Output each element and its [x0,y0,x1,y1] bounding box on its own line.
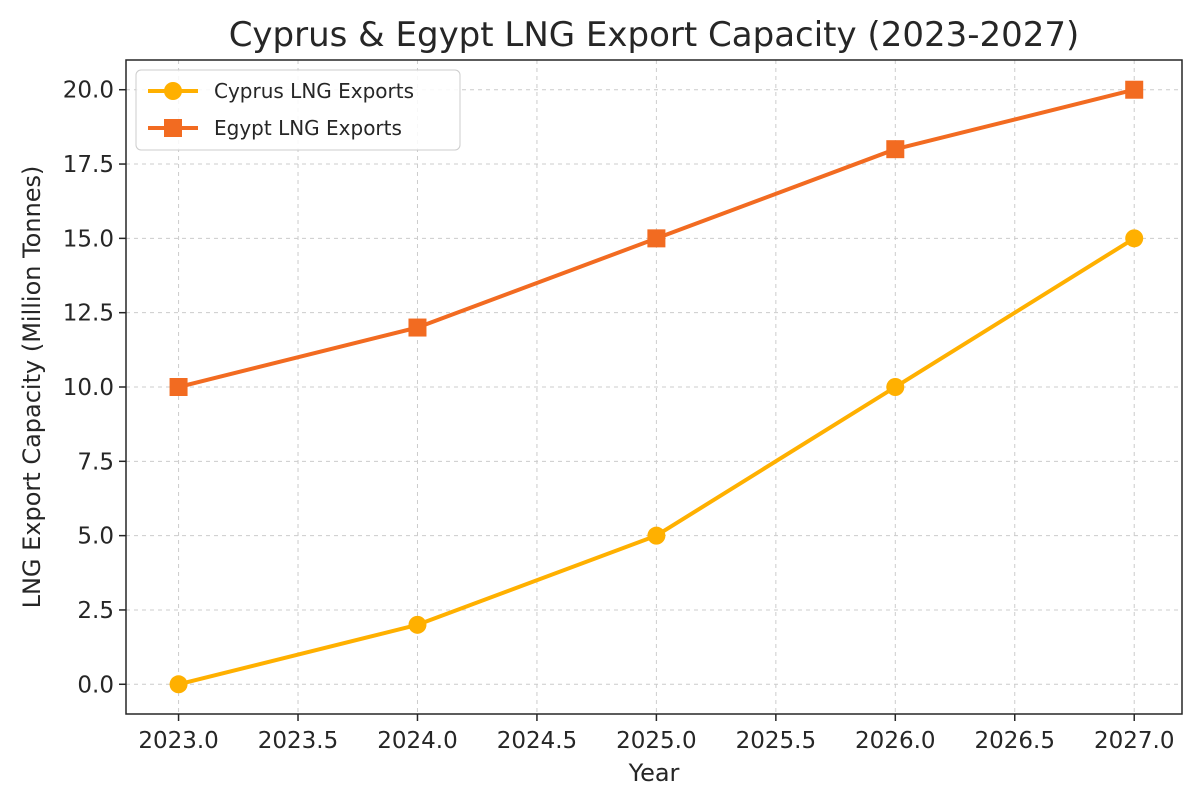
x-axis-label: Year [628,759,680,787]
cyprus-lng-exports-point [647,526,666,545]
egypt-lng-exports-point [886,140,905,159]
x-tick-label: 2024.0 [377,728,457,754]
legend-label-cyprus-lng-exports: Cyprus LNG Exports [214,79,414,103]
legend-box [135,69,461,151]
x-tick-label: 2026.5 [975,728,1055,754]
cyprus-lng-exports-point [408,615,427,634]
cyprus-lng-exports-point [169,675,188,694]
y-tick-label: 10.0 [63,375,114,401]
x-tick-label: 2023.5 [258,728,338,754]
y-tick-label: 12.5 [63,301,114,327]
legend-marker-egypt-lng-exports [164,119,182,137]
y-tick-label: 15.0 [63,226,114,252]
y-tick-label: 5.0 [77,524,114,550]
egypt-lng-exports-point [1125,80,1144,99]
y-tick-label: 7.5 [77,449,114,475]
egypt-lng-exports-point [169,378,188,396]
cyprus-lng-exports-point [1125,229,1144,248]
x-tick-label: 2026.0 [855,728,935,754]
x-tick-label: 2023.0 [138,728,218,754]
legend-label-egypt-lng-exports: Egypt LNG Exports [214,116,402,140]
y-tick-label: 20.0 [63,78,114,104]
x-tick-label: 2025.0 [616,728,696,754]
chart-title: Cyprus & Egypt LNG Export Capacity (2023… [229,15,1080,55]
y-tick-label: 17.5 [63,152,114,178]
grid-lines [126,60,1182,714]
series-layer [169,80,1144,694]
cyprus-lng-exports-series [169,229,1144,694]
y-tick-label: 0.0 [77,672,114,698]
legend-marker-cyprus-lng-exports [164,82,182,100]
egypt-lng-exports-point [408,318,427,337]
egypt-lng-exports-series [169,80,1144,396]
y-axis-label: LNG Export Capacity (Million Tonnes) [18,166,46,609]
x-tick-label: 2025.5 [736,728,816,754]
cyprus-lng-exports-point [886,378,905,396]
y-axis-ticks: 0.0 2.5 5.0 7.5 10.0 12.5 15.0 17.5 20.0 [63,78,126,698]
x-axis-ticks: 2023.0 2023.5 2024.0 2024.5 2025.0 2025.5 2026… [138,714,1174,754]
x-tick-label: 2024.5 [497,728,577,754]
legend: Cyprus LNG Exports Egypt LNG Exports [135,69,461,151]
y-tick-label: 2.5 [77,598,114,624]
x-tick-label: 2027.0 [1094,728,1174,754]
egypt-lng-exports-point [647,229,666,248]
